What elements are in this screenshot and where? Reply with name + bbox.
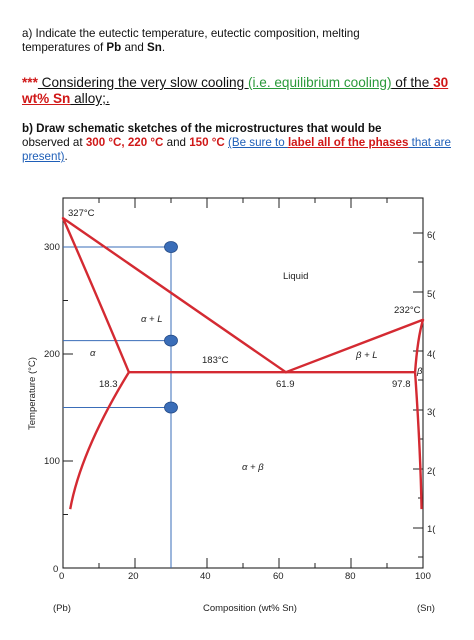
alloy-value: 30 bbox=[433, 75, 449, 90]
pb-label: Pb bbox=[106, 41, 122, 54]
right-tick-10: 1( bbox=[427, 524, 436, 535]
right-tick-20: 2( bbox=[427, 466, 436, 477]
sn-label: Sn bbox=[147, 41, 162, 54]
question-a-line1: a) Indicate the eutectic temperature, eu… bbox=[22, 27, 360, 40]
question-b-line1: b) Draw schematic sketches of the micros… bbox=[22, 122, 382, 135]
alpha-beta-region-label: α + β bbox=[242, 462, 264, 473]
context-text: Considering the very slow cooling bbox=[37, 75, 248, 90]
y-tick-100: 100 bbox=[44, 456, 60, 467]
equilibrium-note: (i.e. equilibrium cooling) bbox=[247, 75, 392, 90]
eutectic-temp-label: 183°C bbox=[202, 355, 229, 366]
question-a: a) Indicate the eutectic temperature, eu… bbox=[22, 27, 460, 55]
beta-liquid-region-label: β + L bbox=[355, 350, 378, 361]
y-tick-200: 200 bbox=[44, 349, 60, 360]
instruction-open: (Be sure to bbox=[228, 136, 288, 149]
temps-2: 150 °C bbox=[189, 136, 225, 149]
x-tick-40: 40 bbox=[200, 571, 211, 582]
alpha-liquid-region-label: α + L bbox=[141, 314, 163, 325]
eutectic-composition-label: 61.9 bbox=[276, 379, 295, 390]
liquidus-beta-line bbox=[284, 318, 425, 374]
instruction-present: present) bbox=[22, 150, 65, 163]
y-tick-0: 0 bbox=[53, 564, 58, 575]
alloy-point-marker bbox=[164, 334, 178, 347]
question-b-end: . bbox=[64, 150, 68, 163]
solidus-alpha-curve bbox=[61, 217, 130, 373]
solvus-alpha-curve bbox=[69, 371, 130, 510]
alpha-composition-label: 18.3 bbox=[99, 379, 118, 390]
pb-melting-label: 327°C bbox=[68, 208, 95, 219]
right-tick-30: 3( bbox=[427, 407, 436, 418]
right-tick-60: 6( bbox=[427, 230, 436, 241]
context-end: alloy;. bbox=[70, 91, 110, 106]
question-a-and: and bbox=[121, 41, 148, 54]
alloy-point-marker bbox=[164, 401, 178, 414]
y-axis-label: Temperature (°C) bbox=[27, 357, 38, 430]
axis-ticks bbox=[62, 198, 424, 569]
context-of-the: of the bbox=[391, 75, 434, 90]
beta-region-label: β bbox=[416, 366, 423, 377]
question-b: b) Draw schematic sketches of the micros… bbox=[22, 122, 460, 164]
alloy-markers bbox=[164, 241, 178, 414]
phase-boundaries bbox=[61, 216, 425, 510]
liquid-region-label: Liquid bbox=[283, 271, 308, 282]
alloy-context: *** Considering the very slow cooling (i… bbox=[22, 75, 460, 107]
solvus-beta-curve bbox=[413, 372, 423, 510]
question-b-text: observed at bbox=[22, 136, 86, 149]
beta-composition-label: 97.8 bbox=[392, 379, 411, 390]
question-a-end: . bbox=[161, 41, 166, 54]
sn-melting-label: 232°C bbox=[394, 305, 421, 316]
x-tick-0: 0 bbox=[59, 571, 64, 582]
temps-1: 300 °C, 220 °C bbox=[85, 136, 164, 149]
x-tick-60: 60 bbox=[273, 571, 284, 582]
instruction-phases: label all of the phases bbox=[287, 136, 409, 149]
x-tick-80: 80 bbox=[345, 571, 356, 582]
liquidus-alpha-line bbox=[61, 216, 288, 374]
y-tick-300: 300 bbox=[44, 242, 60, 253]
alloy-guides bbox=[63, 246, 172, 568]
right-tick-50: 5( bbox=[427, 289, 436, 300]
instruction-that-are: that are bbox=[408, 136, 451, 149]
pb-end-label: (Pb) bbox=[53, 603, 71, 614]
sn-end-label: (Sn) bbox=[417, 603, 435, 614]
x-tick-20: 20 bbox=[128, 571, 139, 582]
x-tick-100: 100 bbox=[415, 571, 431, 582]
right-tick-40: 4( bbox=[427, 349, 436, 360]
alloy-point-marker bbox=[164, 241, 178, 253]
alloy-unit: wt% Sn bbox=[22, 91, 71, 106]
question-a-text: temperatures of bbox=[22, 41, 107, 54]
alpha-region-label: α bbox=[90, 348, 96, 359]
question-b-and: and bbox=[163, 136, 190, 149]
solidus-beta-curve bbox=[413, 319, 425, 373]
stars: *** bbox=[22, 75, 38, 90]
x-axis-label: Composition (wt% Sn) bbox=[203, 603, 297, 614]
